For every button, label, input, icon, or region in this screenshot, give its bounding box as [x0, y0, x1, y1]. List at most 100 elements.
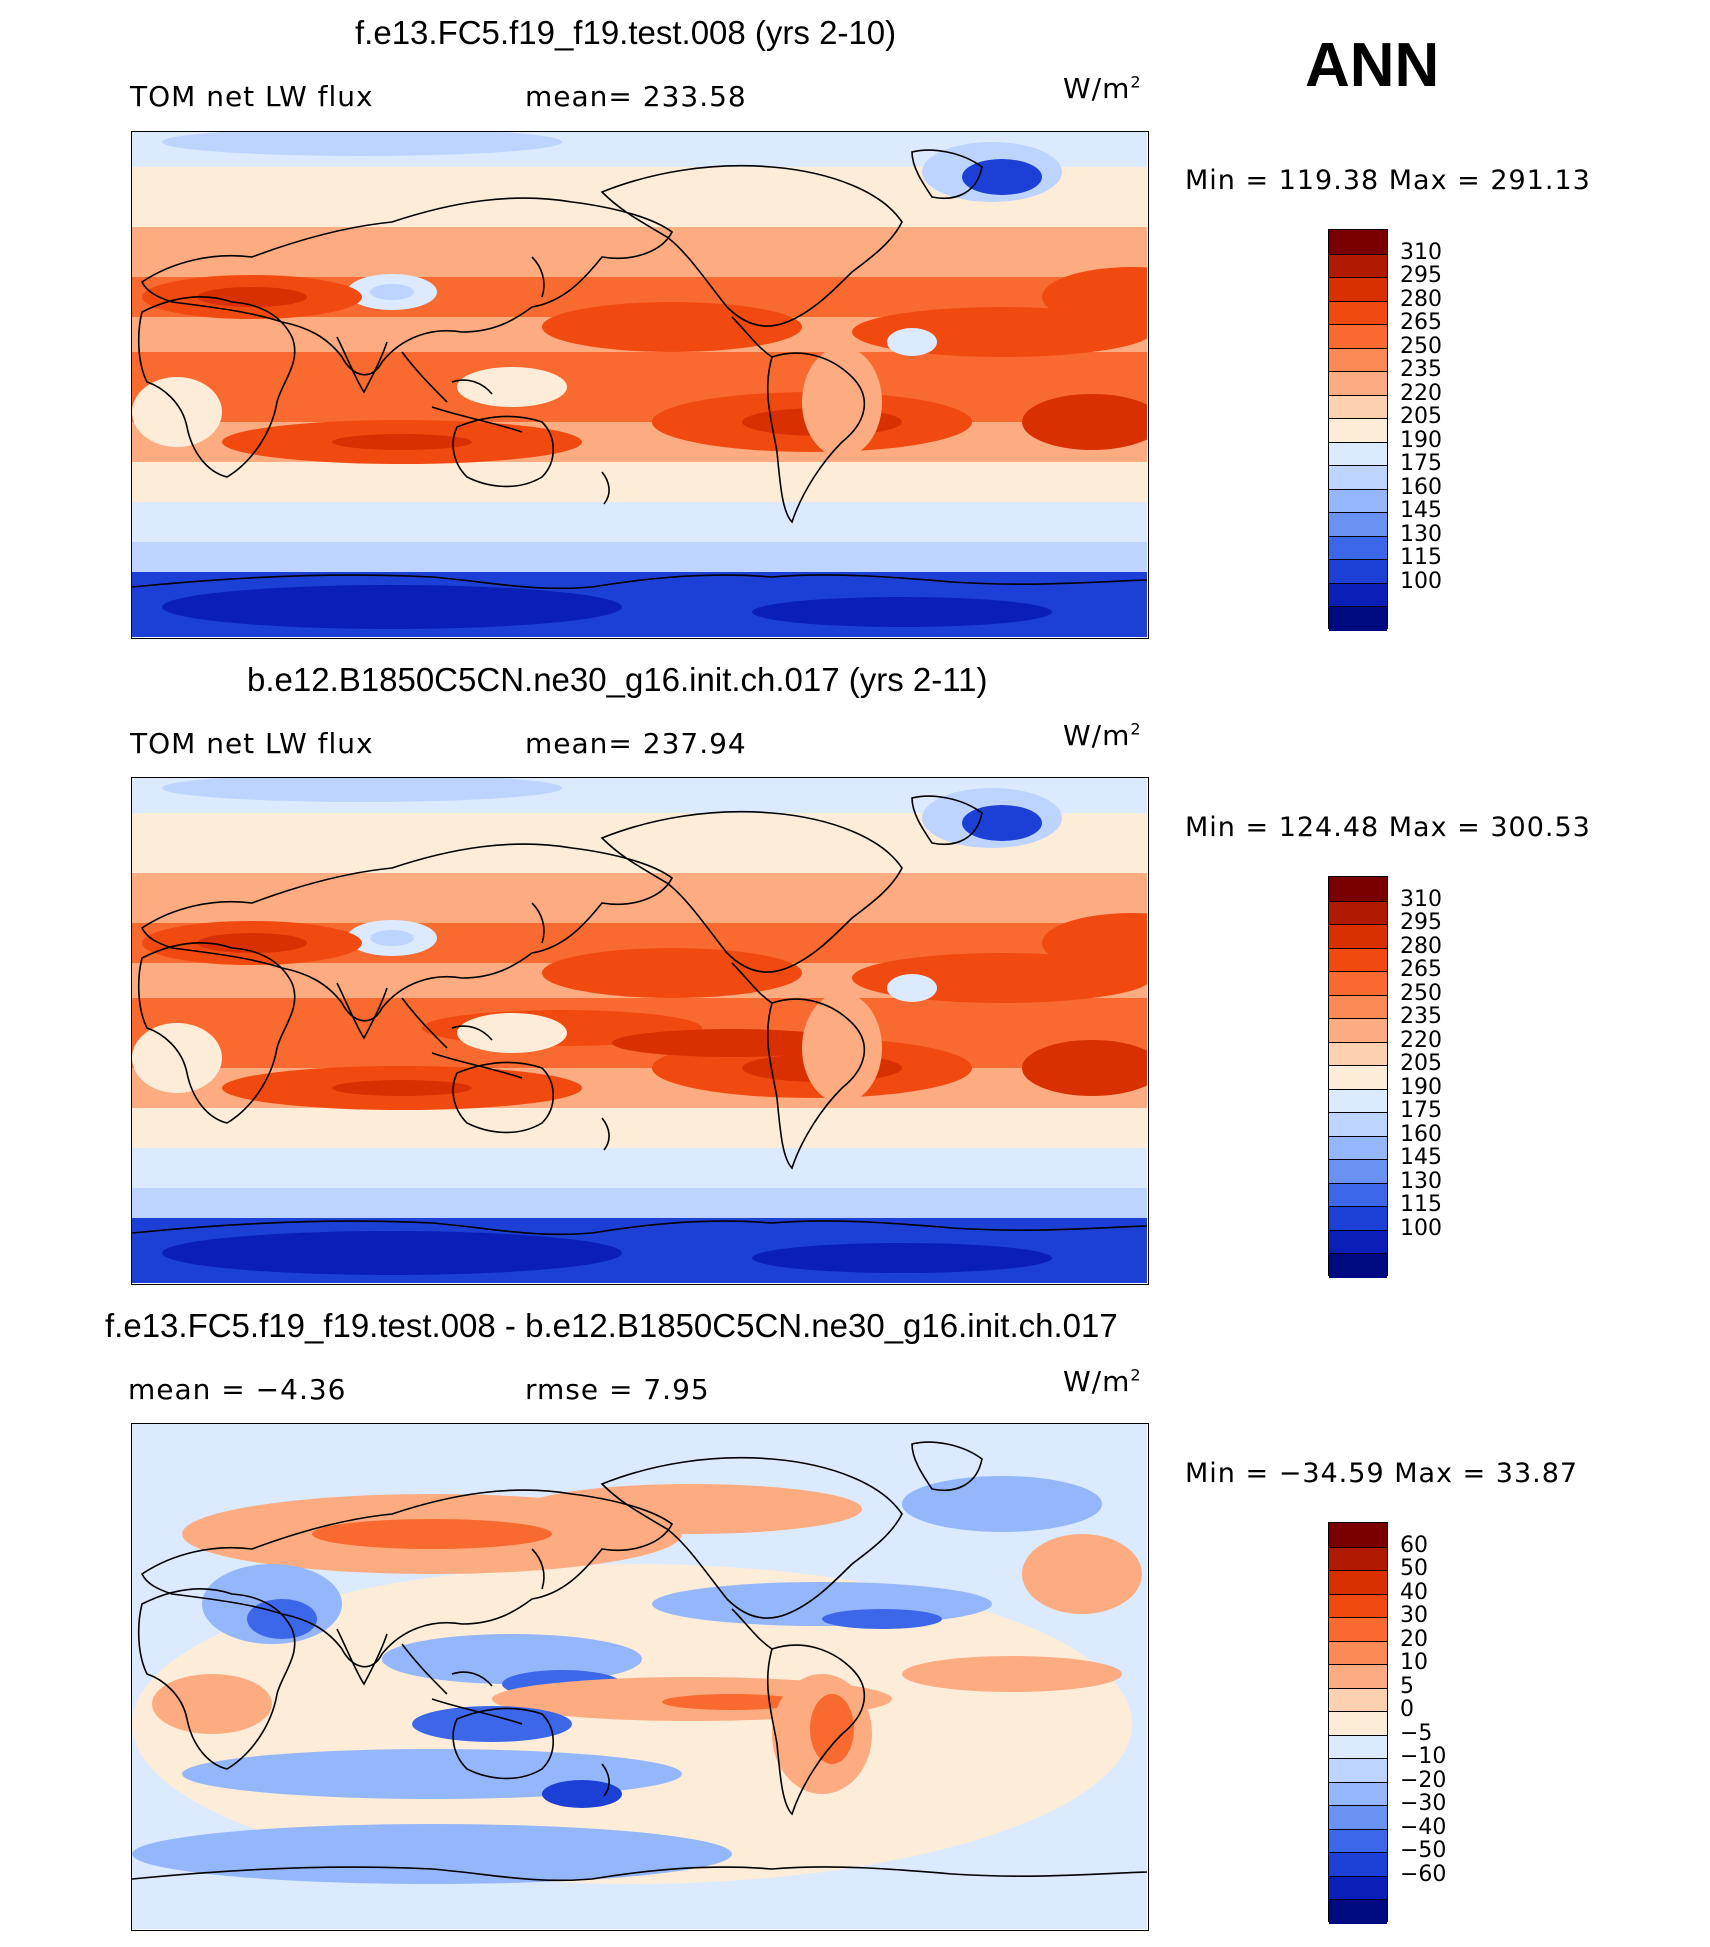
- coastline: [911, 149, 983, 199]
- colorbar-swatch: [1329, 300, 1387, 326]
- field-contour: [522, 1484, 862, 1534]
- field-contour: [162, 132, 562, 156]
- colorbar-swatch: [1329, 582, 1387, 608]
- panel-3-colorbar: [1328, 1522, 1388, 1925]
- colorbar-tick-label: 160: [1400, 1121, 1442, 1147]
- field-contour: [802, 993, 882, 1103]
- field-contour: [370, 930, 414, 946]
- coastline: [601, 1117, 610, 1151]
- field-contour: [132, 1564, 1132, 1884]
- field-contour: [412, 1706, 572, 1742]
- field-contour: [152, 1674, 272, 1734]
- panel-1-colorbar: [1328, 229, 1388, 632]
- colorbar-tick-label: −5: [1400, 1720, 1433, 1746]
- field-contour: [197, 287, 307, 307]
- colorbar-swatch: [1329, 253, 1387, 279]
- field-contour: [887, 974, 937, 1002]
- colorbar-tick-label: 220: [1400, 380, 1442, 406]
- colorbar-tick-label: 100: [1400, 568, 1442, 594]
- field-contour: [1022, 394, 1147, 450]
- colorbar-tick-label: −60: [1400, 1861, 1447, 1887]
- coastline: [600, 1456, 903, 1619]
- coastline: [452, 1061, 554, 1134]
- colorbar-swatch: [1329, 535, 1387, 561]
- colorbar-tick-label: 190: [1400, 427, 1442, 453]
- field-contour: [247, 1599, 317, 1639]
- colorbar-tick-label: 10: [1400, 1650, 1428, 1676]
- coastline: [600, 164, 903, 327]
- colorbar-tick-label: −40: [1400, 1814, 1447, 1840]
- colorbar-tick-label: 115: [1400, 1192, 1442, 1218]
- colorbar-tick-label: 250: [1400, 333, 1442, 359]
- colorbar-tick-label: 205: [1400, 1051, 1442, 1077]
- field-contour: [752, 597, 1052, 627]
- coastline: [401, 1643, 523, 1725]
- colorbar-swatch: [1329, 1687, 1387, 1713]
- field-contour: [802, 347, 882, 457]
- field-contour: [132, 1023, 222, 1093]
- panel-1-map: [131, 131, 1149, 639]
- coastline: [531, 256, 545, 298]
- colorbar-swatch: [1329, 1593, 1387, 1619]
- field-contour: [162, 778, 562, 802]
- colorbar-swatch: [1329, 488, 1387, 514]
- colorbar-tick-label: 130: [1400, 521, 1442, 547]
- colorbar-tick-label: 145: [1400, 498, 1442, 524]
- coastline: [137, 1588, 296, 1770]
- colorbar-swatch: [1329, 277, 1387, 303]
- coastline: [531, 1548, 545, 1590]
- field-band: [132, 352, 1147, 422]
- field-contour: [962, 159, 1042, 195]
- field-contour: [457, 1013, 567, 1053]
- colorbar-tick-label: 250: [1400, 980, 1442, 1006]
- colorbar-tick-label: 40: [1400, 1579, 1428, 1605]
- coastline: [766, 352, 866, 524]
- field-contour: [1022, 1040, 1147, 1096]
- coastline: [731, 316, 773, 358]
- colorbar-swatch: [1329, 559, 1387, 585]
- colorbar-tick-label: 235: [1400, 1004, 1442, 1030]
- colorbar-swatch: [1329, 947, 1387, 973]
- panel-2-variable-label: TOM net LW flux: [130, 727, 374, 760]
- colorbar-tick-label: 310: [1400, 886, 1442, 912]
- colorbar-tick-label: 5: [1400, 1673, 1414, 1699]
- panel-3-title: f.e13.FC5.f19_f19.test.008 - b.e12.B1850…: [105, 1307, 1118, 1344]
- colorbar-swatch: [1329, 971, 1387, 997]
- coastline: [601, 1763, 610, 1797]
- colorbar-swatch: [1329, 1229, 1387, 1255]
- colorbar-swatch: [1329, 877, 1387, 902]
- coastline: [336, 1628, 388, 1686]
- field-band: [132, 462, 1147, 502]
- field-contour: [370, 284, 414, 300]
- coastline: [132, 574, 1147, 590]
- coastline: [401, 997, 523, 1079]
- panel-1-minmax: Min = 119.38 Max = 291.13: [1185, 165, 1591, 196]
- field-band: [132, 1188, 1147, 1218]
- field-contour: [132, 1824, 732, 1884]
- colorbar-tick-label: 115: [1400, 545, 1442, 571]
- colorbar-swatch: [1329, 371, 1387, 397]
- field-contour: [662, 1694, 802, 1710]
- field-contour: [457, 367, 567, 407]
- field-contour: [312, 1519, 552, 1549]
- colorbar-swatch: [1329, 1617, 1387, 1643]
- colorbar-tick-label: 0: [1400, 1697, 1414, 1723]
- colorbar-tick-label: 60: [1400, 1532, 1428, 1558]
- colorbar-swatch: [1329, 1182, 1387, 1208]
- colorbar-swatch: [1329, 1664, 1387, 1690]
- coastline: [531, 902, 545, 944]
- panel-2-map: [131, 777, 1149, 1285]
- colorbar-tick-label: 190: [1400, 1074, 1442, 1100]
- colorbar-swatch: [1329, 1828, 1387, 1854]
- field-contour: [822, 1609, 942, 1629]
- field-contour: [332, 434, 472, 450]
- panel-2-units: W/m2: [1063, 719, 1142, 752]
- field-contour: [810, 1694, 854, 1764]
- colorbar-tick-label: 145: [1400, 1145, 1442, 1171]
- coastline: [140, 843, 674, 1022]
- colorbar-swatch: [1329, 1206, 1387, 1232]
- field-contour: [162, 1231, 622, 1275]
- colorbar-tick-label: 265: [1400, 957, 1442, 983]
- colorbar-tick-label: 235: [1400, 357, 1442, 383]
- field-contour: [332, 1080, 472, 1096]
